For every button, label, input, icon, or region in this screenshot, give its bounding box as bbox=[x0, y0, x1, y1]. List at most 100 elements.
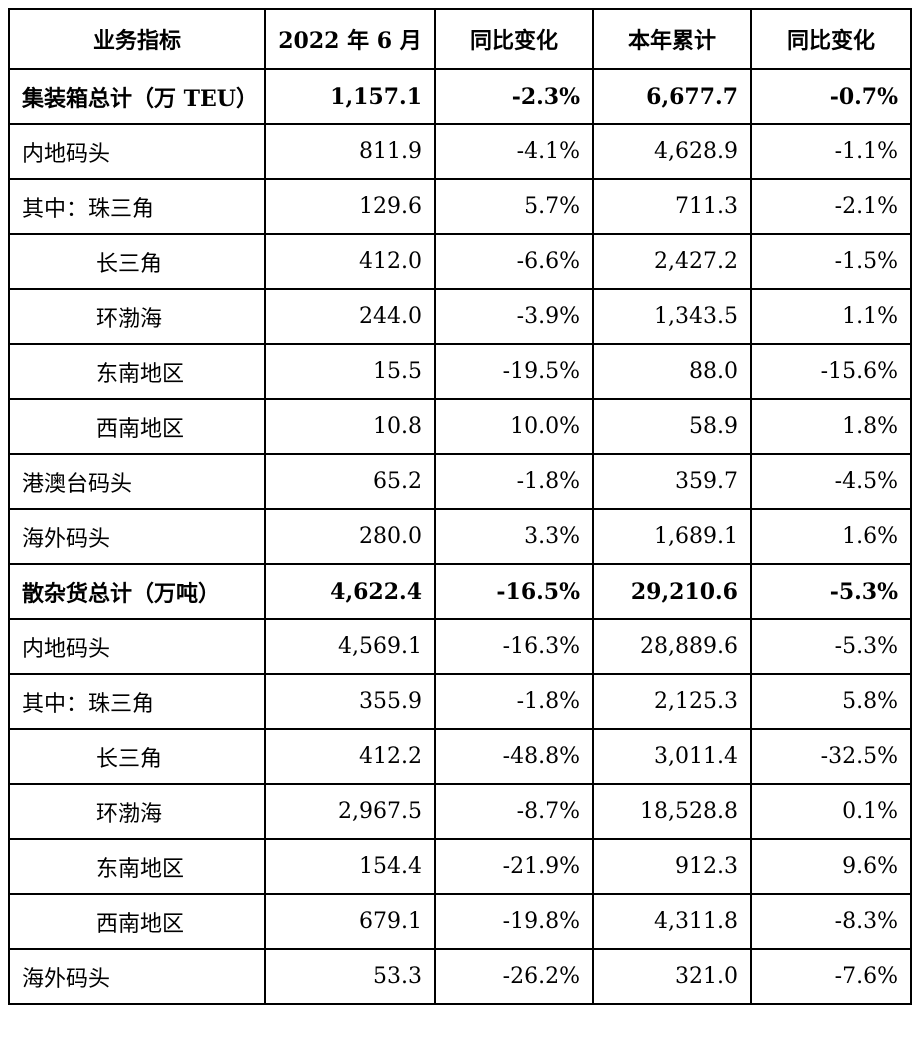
ytd-value: 18,528.8 bbox=[592, 783, 752, 840]
row-label: 散杂货总计（万吨） bbox=[8, 563, 266, 620]
yoy-ytd-value: -2.1% bbox=[750, 178, 912, 235]
table-header: 业务指标 2022 年 6 月 同比变化 本年累计 同比变化 bbox=[8, 8, 912, 70]
month-value: 412.2 bbox=[264, 728, 436, 785]
table-row: 东南地区 15.5 -19.5% 88.0 -15.6% bbox=[8, 343, 912, 400]
ytd-value: 4,311.8 bbox=[592, 893, 752, 950]
yoy-ytd-value: 5.8% bbox=[750, 673, 912, 730]
yoy-month-value: -48.8% bbox=[434, 728, 594, 785]
month-value: 679.1 bbox=[264, 893, 436, 950]
table-row: 港澳台码头 65.2 -1.8% 359.7 -4.5% bbox=[8, 453, 912, 510]
yoy-month-value: -26.2% bbox=[434, 948, 594, 1005]
row-label: 长三角 bbox=[8, 233, 266, 290]
yoy-month-value: -16.5% bbox=[434, 563, 594, 620]
month-value: 280.0 bbox=[264, 508, 436, 565]
table-row: 西南地区 679.1 -19.8% 4,311.8 -8.3% bbox=[8, 893, 912, 950]
ytd-value: 29,210.6 bbox=[592, 563, 752, 620]
ytd-value: 28,889.6 bbox=[592, 618, 752, 675]
yoy-ytd-value: -1.5% bbox=[750, 233, 912, 290]
header-yoy-ytd: 同比变化 bbox=[750, 8, 912, 70]
row-label: 集装箱总计（万 TEU） bbox=[8, 68, 266, 125]
table-row: 环渤海 244.0 -3.9% 1,343.5 1.1% bbox=[8, 288, 912, 345]
month-value: 811.9 bbox=[264, 123, 436, 180]
month-value: 4,622.4 bbox=[264, 563, 436, 620]
month-value: 4,569.1 bbox=[264, 618, 436, 675]
table-body: 集装箱总计（万 TEU） 1,157.1 -2.3% 6,677.7 -0.7%… bbox=[8, 68, 912, 1005]
yoy-ytd-value: -15.6% bbox=[750, 343, 912, 400]
ytd-value: 4,628.9 bbox=[592, 123, 752, 180]
yoy-ytd-value: -0.7% bbox=[750, 68, 912, 125]
row-label: 海外码头 bbox=[8, 508, 266, 565]
yoy-month-value: -6.6% bbox=[434, 233, 594, 290]
yoy-month-value: -3.9% bbox=[434, 288, 594, 345]
row-label: 内地码头 bbox=[8, 123, 266, 180]
month-value: 154.4 bbox=[264, 838, 436, 895]
yoy-month-value: 3.3% bbox=[434, 508, 594, 565]
yoy-ytd-value: 0.1% bbox=[750, 783, 912, 840]
table-row: 长三角 412.0 -6.6% 2,427.2 -1.5% bbox=[8, 233, 912, 290]
month-value: 10.8 bbox=[264, 398, 436, 455]
yoy-month-value: -19.5% bbox=[434, 343, 594, 400]
header-ytd: 本年累计 bbox=[592, 8, 752, 70]
month-value: 15.5 bbox=[264, 343, 436, 400]
ytd-value: 2,125.3 bbox=[592, 673, 752, 730]
yoy-ytd-value: -5.3% bbox=[750, 563, 912, 620]
header-row: 业务指标 2022 年 6 月 同比变化 本年累计 同比变化 bbox=[8, 8, 912, 70]
table-row: 东南地区 154.4 -21.9% 912.3 9.6% bbox=[8, 838, 912, 895]
row-label: 西南地区 bbox=[8, 893, 266, 950]
yoy-ytd-value: 9.6% bbox=[750, 838, 912, 895]
table-container: 业务指标 2022 年 6 月 同比变化 本年累计 同比变化 集装箱总计（万 T… bbox=[8, 8, 912, 1005]
month-value: 129.6 bbox=[264, 178, 436, 235]
yoy-month-value: -16.3% bbox=[434, 618, 594, 675]
table-row: 内地码头 811.9 -4.1% 4,628.9 -1.1% bbox=[8, 123, 912, 180]
yoy-ytd-value: -32.5% bbox=[750, 728, 912, 785]
yoy-month-value: -8.7% bbox=[434, 783, 594, 840]
yoy-ytd-value: 1.8% bbox=[750, 398, 912, 455]
yoy-month-value: 5.7% bbox=[434, 178, 594, 235]
month-value: 355.9 bbox=[264, 673, 436, 730]
row-label: 长三角 bbox=[8, 728, 266, 785]
yoy-month-value: -4.1% bbox=[434, 123, 594, 180]
yoy-month-value: -2.3% bbox=[434, 68, 594, 125]
yoy-month-value: 10.0% bbox=[434, 398, 594, 455]
row-label: 其中：珠三角 bbox=[8, 673, 266, 730]
ytd-value: 321.0 bbox=[592, 948, 752, 1005]
yoy-ytd-value: -8.3% bbox=[750, 893, 912, 950]
row-label: 西南地区 bbox=[8, 398, 266, 455]
yoy-month-value: -1.8% bbox=[434, 453, 594, 510]
table-row: 内地码头 4,569.1 -16.3% 28,889.6 -5.3% bbox=[8, 618, 912, 675]
header-yoy-month: 同比变化 bbox=[434, 8, 594, 70]
ytd-value: 1,343.5 bbox=[592, 288, 752, 345]
table-row: 环渤海 2,967.5 -8.7% 18,528.8 0.1% bbox=[8, 783, 912, 840]
ytd-value: 88.0 bbox=[592, 343, 752, 400]
yoy-ytd-value: -4.5% bbox=[750, 453, 912, 510]
table-row: 海外码头 53.3 -26.2% 321.0 -7.6% bbox=[8, 948, 912, 1005]
table-row: 西南地区 10.8 10.0% 58.9 1.8% bbox=[8, 398, 912, 455]
ytd-value: 912.3 bbox=[592, 838, 752, 895]
header-month: 2022 年 6 月 bbox=[264, 8, 436, 70]
ytd-value: 1,689.1 bbox=[592, 508, 752, 565]
ytd-value: 711.3 bbox=[592, 178, 752, 235]
month-value: 53.3 bbox=[264, 948, 436, 1005]
yoy-month-value: -19.8% bbox=[434, 893, 594, 950]
row-label: 其中：珠三角 bbox=[8, 178, 266, 235]
row-label: 海外码头 bbox=[8, 948, 266, 1005]
row-label: 东南地区 bbox=[8, 343, 266, 400]
ytd-value: 2,427.2 bbox=[592, 233, 752, 290]
row-label: 港澳台码头 bbox=[8, 453, 266, 510]
header-metric: 业务指标 bbox=[8, 8, 266, 70]
business-metrics-table: 业务指标 2022 年 6 月 同比变化 本年累计 同比变化 集装箱总计（万 T… bbox=[8, 8, 912, 1005]
table-row: 其中：珠三角 129.6 5.7% 711.3 -2.1% bbox=[8, 178, 912, 235]
row-label: 内地码头 bbox=[8, 618, 266, 675]
month-value: 244.0 bbox=[264, 288, 436, 345]
ytd-value: 359.7 bbox=[592, 453, 752, 510]
yoy-ytd-value: -7.6% bbox=[750, 948, 912, 1005]
ytd-value: 58.9 bbox=[592, 398, 752, 455]
month-value: 1,157.1 bbox=[264, 68, 436, 125]
table-row: 其中：珠三角 355.9 -1.8% 2,125.3 5.8% bbox=[8, 673, 912, 730]
table-row: 海外码头 280.0 3.3% 1,689.1 1.6% bbox=[8, 508, 912, 565]
row-label: 环渤海 bbox=[8, 288, 266, 345]
yoy-month-value: -21.9% bbox=[434, 838, 594, 895]
ytd-value: 6,677.7 bbox=[592, 68, 752, 125]
table-row: 集装箱总计（万 TEU） 1,157.1 -2.3% 6,677.7 -0.7% bbox=[8, 68, 912, 125]
table-row: 长三角 412.2 -48.8% 3,011.4 -32.5% bbox=[8, 728, 912, 785]
